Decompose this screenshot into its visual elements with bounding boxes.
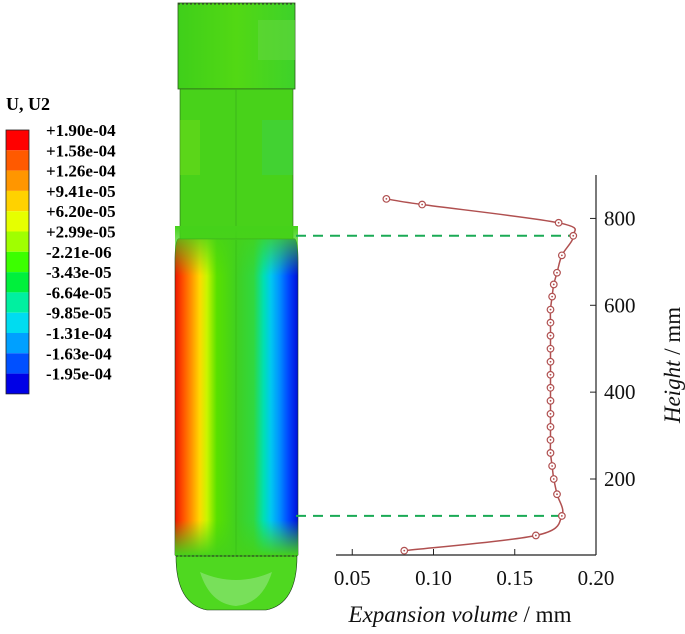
- y-axis-label: Height / mm: [660, 307, 685, 424]
- legend-swatch: [6, 211, 29, 232]
- legend-label: -9.85e-05: [46, 304, 112, 323]
- legend-label: -1.63e-04: [46, 344, 112, 363]
- expansion-chart: 0.05 0.10 0.15 0.20 200 400 600 800 Expansion …: [296, 175, 685, 627]
- legend-labels: +1.90e-04+1.58e-04 +1.26e-04+9.41e-05+6.2…: [46, 121, 116, 384]
- data-points: [382, 194, 578, 555]
- legend-label: -1.31e-04: [46, 324, 112, 343]
- y-tick-label: 400: [604, 380, 636, 404]
- legend-label: +2.99e-05: [46, 223, 116, 242]
- contour-legend: U, U2 +1.90e-04+1.58e-04 +1.26e-04+9.41e-…: [5, 94, 116, 395]
- x-axis-label: Expansion volume / mm: [348, 602, 572, 627]
- data-point-center: [421, 203, 424, 206]
- legend-swatch: [6, 333, 29, 354]
- data-point-center: [549, 321, 552, 324]
- data-point-center: [557, 221, 560, 224]
- legend-label: -3.43e-05: [46, 263, 112, 282]
- y-tick-label: 600: [604, 293, 636, 317]
- x-tick-label: 0.20: [578, 566, 615, 590]
- y-tick-label: 800: [604, 206, 636, 230]
- data-point-center: [549, 373, 552, 376]
- legend-label: -6.64e-05: [46, 283, 112, 302]
- reference-lines: [296, 234, 574, 517]
- legend-label: +9.41e-05: [46, 182, 116, 201]
- data-point-center: [549, 386, 552, 389]
- legend-swatch: [6, 150, 29, 171]
- fe-model: [174, 2, 299, 611]
- data-point-center: [552, 478, 555, 480]
- y-tick-label: 200: [604, 467, 636, 491]
- legend-swatch: [6, 312, 29, 333]
- legend-swatch: [6, 170, 29, 191]
- legend-swatch: [6, 251, 29, 273]
- data-point-center: [549, 308, 552, 311]
- x-tick-label: 0.05: [334, 566, 371, 590]
- legend-label: +1.90e-04: [46, 121, 116, 140]
- data-point-center: [549, 334, 552, 337]
- legend-label: -2.21e-06: [46, 243, 112, 262]
- data-point-center: [549, 425, 552, 428]
- data-point-center: [560, 515, 563, 517]
- data-point-center: [549, 412, 552, 415]
- legend-swatch: [6, 272, 29, 293]
- x-tick-label: 0.10: [415, 566, 452, 590]
- data-point-center: [552, 283, 555, 286]
- data-point-center: [534, 534, 537, 537]
- data-point-center: [556, 493, 558, 496]
- data-point-center: [385, 197, 388, 200]
- data-point-center: [549, 347, 552, 350]
- legend-frame: [5, 129, 30, 395]
- legend-swatch: [6, 292, 29, 313]
- y-ticks: 200 400 600 800: [590, 206, 636, 491]
- data-point-center: [572, 234, 575, 237]
- legend-swatches: [5, 129, 30, 395]
- legend-label: +1.58e-04: [46, 141, 116, 160]
- data-point-center: [549, 360, 552, 363]
- data-point-center: [549, 452, 552, 454]
- data-point-center: [549, 439, 552, 441]
- legend-title: U, U2: [6, 94, 50, 114]
- data-point-center: [403, 549, 406, 552]
- legend-label: +1.26e-04: [46, 162, 116, 181]
- legend-swatch: [6, 190, 29, 212]
- legend-label: -1.95e-04: [46, 365, 112, 384]
- legend-swatch: [6, 231, 29, 252]
- x-tick-label: 0.15: [496, 566, 533, 590]
- legend-swatch: [6, 130, 29, 151]
- data-point-center: [551, 465, 554, 467]
- x-ticks: 0.05 0.10 0.15 0.20: [334, 549, 615, 590]
- legend-swatch: [6, 353, 29, 374]
- legend-swatch: [6, 373, 29, 394]
- data-point-center: [551, 295, 554, 298]
- data-point-center: [560, 254, 563, 257]
- data-point-center: [549, 399, 552, 402]
- data-point-center: [556, 271, 558, 274]
- legend-label: +6.20e-05: [46, 202, 116, 221]
